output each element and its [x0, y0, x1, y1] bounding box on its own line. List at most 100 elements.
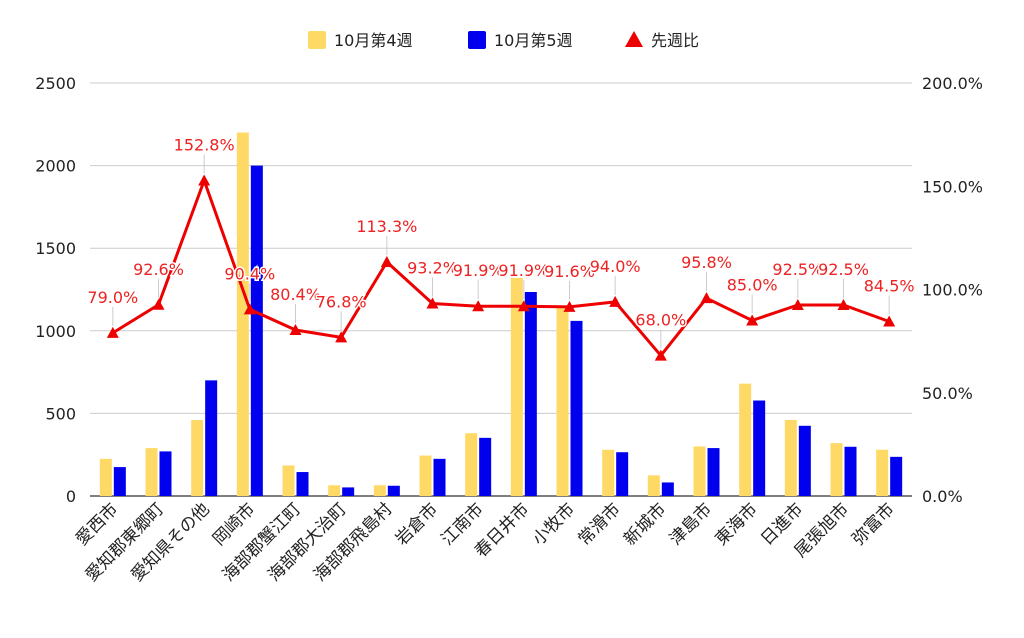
legend-label: 10月第5週: [494, 31, 573, 50]
bar-week4: [328, 485, 341, 496]
bar-week5: [570, 320, 583, 496]
x-tick-label: 弥富市: [848, 499, 898, 549]
y-axis-left: 0 500 1000 1500 2000 2500: [35, 74, 76, 506]
bar-week4: [99, 458, 112, 496]
y2-tick-label: 150.0%: [922, 177, 983, 196]
bar-week5: [113, 467, 126, 496]
bar-week5: [479, 437, 492, 496]
x-tick-label: 津島市: [666, 499, 716, 549]
ratio-marker: [152, 298, 165, 310]
bar-week4: [419, 455, 432, 496]
bar-week5: [890, 456, 903, 496]
data-label: 92.5%: [772, 260, 823, 279]
bar-week5: [342, 487, 355, 496]
legend: 10月第4週 10月第5週 先週比: [308, 31, 699, 50]
bar-week5: [159, 451, 172, 496]
x-tick-label: 岩倉市: [392, 499, 442, 549]
bar-week4: [465, 433, 478, 496]
legend-swatch-week5: [468, 31, 486, 49]
bar-week5: [616, 452, 629, 496]
bar-week4: [236, 132, 249, 496]
bar-week5: [798, 425, 811, 496]
data-label: 90.4%: [224, 264, 275, 283]
y-tick-label: 1000: [35, 322, 76, 341]
ratio-marker: [517, 300, 530, 312]
legend-label: 10月第4週: [334, 31, 413, 50]
data-label: 94.0%: [590, 257, 641, 276]
data-label: 93.2%: [407, 259, 458, 278]
x-tick-label: 小牧市: [529, 499, 579, 549]
data-label: 95.8%: [681, 253, 732, 272]
y-tick-label: 2500: [35, 74, 76, 93]
y-axis-right: 0.0% 50.0% 100.0% 150.0% 200.0%: [922, 74, 983, 506]
bar-week4: [282, 465, 295, 496]
data-label: 79.0%: [87, 288, 138, 307]
legend-swatch-week4: [308, 31, 326, 49]
ratio-marker: [746, 314, 759, 326]
y-tick-label: 500: [45, 404, 76, 423]
ratio-marker: [791, 298, 804, 310]
bar-week4: [693, 446, 706, 496]
x-axis: 愛西市愛知郡東郷町愛知県その他岡崎市海部郡蟹江町海部郡大治町海部郡飛島村岩倉市江…: [72, 499, 899, 585]
ratio-marker: [609, 295, 622, 307]
y2-tick-label: 100.0%: [922, 281, 983, 300]
data-label: 80.4%: [270, 285, 321, 304]
data-label: 152.8%: [174, 135, 235, 154]
ratio-marker: [563, 300, 576, 312]
data-label: 91.9%: [498, 261, 549, 280]
bar-week5: [524, 291, 537, 496]
x-tick-label: 東海市: [711, 499, 761, 549]
x-tick-label: 常滑市: [574, 499, 624, 549]
bar-week4: [876, 449, 889, 496]
bar-week5: [844, 446, 857, 496]
ratio-marker: [837, 298, 850, 310]
ratio-marker: [380, 256, 393, 268]
ratio-marker: [335, 331, 348, 343]
y2-tick-label: 50.0%: [922, 384, 973, 403]
y2-tick-label: 0.0%: [922, 487, 963, 506]
ratio-line: [106, 174, 896, 361]
bar-week4: [647, 475, 660, 496]
bar-week4: [373, 485, 386, 496]
bar-week4: [830, 443, 843, 496]
bar-week5: [707, 448, 720, 496]
ratio-marker: [700, 292, 713, 304]
data-label: 92.6%: [133, 260, 184, 279]
bar-week4: [556, 306, 569, 496]
ratio-marker: [472, 300, 485, 312]
data-label: 91.6%: [544, 262, 595, 281]
data-label: 84.5%: [864, 277, 915, 296]
data-labels: 79.0% 92.6% 152.8% 90.4% 80.4%76.8% 113.3% 93.…: [86, 134, 916, 349]
legend-label: 先週比: [651, 31, 699, 50]
ratio-marker: [289, 323, 302, 335]
bar-week4: [510, 277, 523, 496]
ratio-marker: [198, 174, 211, 186]
data-label: 113.3%: [356, 217, 417, 236]
y-tick-label: 1500: [35, 239, 76, 258]
bar-week5: [661, 482, 674, 496]
bar-week5: [753, 400, 766, 496]
y2-tick-label: 200.0%: [922, 74, 983, 93]
ratio-marker: [426, 297, 439, 309]
legend-swatch-ratio: [625, 31, 643, 47]
bar-week4: [191, 420, 204, 496]
bar-week5: [250, 165, 263, 496]
bar-week5: [387, 485, 400, 496]
bar-week4: [739, 383, 752, 496]
ratio-marker: [883, 315, 896, 327]
y-tick-label: 0: [66, 487, 76, 506]
data-label: 76.8%: [316, 292, 367, 311]
data-label: 91.9%: [453, 261, 504, 280]
bar-week5: [205, 380, 218, 496]
ratio-line-path: [112, 178, 890, 358]
data-label: 85.0%: [727, 275, 778, 294]
x-tick-label: 新城市: [620, 499, 670, 549]
bars: [99, 132, 903, 496]
bar-week5: [433, 458, 446, 496]
bar-week4: [602, 449, 615, 496]
data-label: 68.0%: [635, 311, 686, 330]
ratio-marker: [243, 303, 256, 315]
ratio-marker: [654, 349, 667, 361]
bar-week4: [784, 420, 797, 496]
